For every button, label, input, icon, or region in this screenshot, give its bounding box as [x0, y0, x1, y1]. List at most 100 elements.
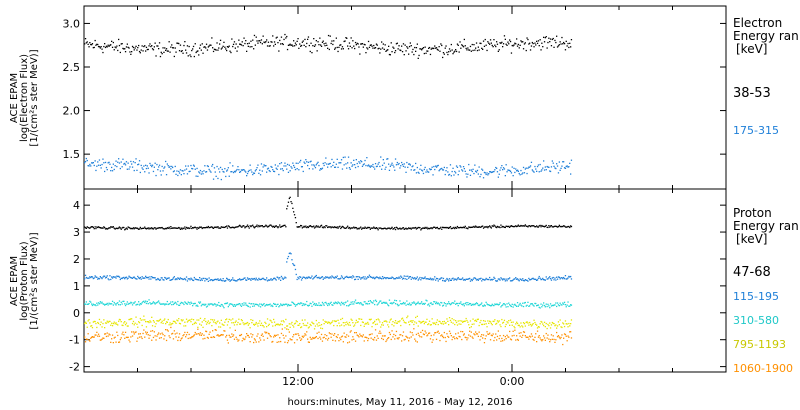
data-point	[314, 226, 317, 228]
data-point	[481, 302, 483, 304]
data-point	[461, 303, 463, 305]
data-point	[172, 303, 175, 306]
data-point	[185, 52, 188, 54]
data-point	[438, 303, 440, 305]
data-point	[563, 301, 566, 303]
data-point	[114, 336, 116, 338]
data-point	[198, 333, 200, 335]
data-point	[445, 322, 447, 324]
data-point	[373, 44, 375, 47]
data-point	[549, 170, 551, 172]
data-point	[476, 278, 479, 281]
data-point	[517, 224, 519, 226]
data-point	[379, 330, 381, 332]
data-point	[95, 227, 97, 230]
data-point	[416, 227, 418, 229]
data-point	[492, 278, 494, 280]
data-point	[556, 46, 559, 48]
data-point	[238, 225, 240, 227]
data-point	[256, 279, 258, 281]
data-point	[182, 278, 184, 281]
data-point	[509, 225, 512, 227]
data-point	[104, 333, 106, 335]
data-point	[339, 278, 341, 280]
data-point	[226, 49, 228, 52]
data-point	[158, 320, 160, 322]
data-point	[373, 276, 375, 278]
data-point	[281, 225, 283, 227]
data-point	[210, 303, 212, 305]
data-point	[495, 166, 497, 169]
data-point	[91, 276, 93, 278]
data-point	[205, 330, 208, 333]
data-point	[147, 276, 149, 278]
data-point	[414, 169, 416, 171]
data-point	[203, 334, 205, 336]
data-point	[421, 170, 424, 172]
data-point	[557, 226, 560, 228]
data-point	[367, 323, 370, 325]
data-point	[219, 278, 222, 280]
data-point	[104, 228, 107, 230]
data-point	[508, 169, 510, 171]
data-point	[106, 228, 108, 230]
data-point	[484, 38, 486, 41]
data-point	[227, 167, 229, 169]
data-point	[340, 277, 342, 279]
data-point	[340, 318, 342, 321]
data-point	[326, 225, 328, 227]
data-point	[211, 226, 213, 228]
data-point	[551, 321, 553, 324]
data-point	[145, 227, 147, 230]
data-point	[547, 166, 549, 168]
data-point	[269, 303, 271, 305]
data-point	[436, 165, 438, 167]
data-point	[517, 339, 519, 341]
data-point	[267, 332, 270, 335]
data-point	[165, 323, 167, 325]
data-point	[353, 303, 355, 305]
data-point	[520, 304, 522, 306]
data-point	[508, 302, 510, 304]
data-point	[480, 277, 482, 279]
data-point	[280, 323, 282, 325]
data-point	[218, 168, 220, 170]
data-point	[381, 41, 383, 43]
data-point	[118, 226, 121, 228]
data-point	[412, 165, 414, 167]
data-point	[351, 165, 353, 167]
data-point	[308, 304, 310, 306]
data-point	[160, 174, 162, 176]
data-point	[181, 320, 183, 322]
data-point	[429, 324, 432, 326]
data-point	[250, 333, 252, 335]
data-point	[260, 322, 263, 324]
data-point	[473, 303, 475, 305]
data-point	[143, 227, 145, 229]
data-point	[332, 43, 334, 46]
data-point	[225, 48, 227, 50]
data-point	[222, 324, 224, 326]
data-point	[390, 338, 392, 341]
data-point	[528, 338, 530, 340]
data-point	[340, 44, 342, 46]
data-point	[380, 300, 382, 302]
data-point	[310, 42, 312, 44]
data-point	[369, 333, 371, 336]
data-point	[471, 43, 473, 46]
data-point	[145, 167, 148, 170]
data-point	[120, 277, 122, 279]
data-point	[409, 320, 411, 322]
data-point	[527, 322, 529, 324]
data-point	[558, 161, 560, 163]
data-point	[495, 45, 497, 48]
data-point	[483, 45, 486, 47]
data-point	[136, 169, 138, 171]
data-point	[239, 278, 241, 280]
data-point	[379, 276, 381, 278]
data-point	[311, 338, 313, 340]
data-point	[431, 227, 433, 230]
data-point	[111, 226, 113, 228]
data-point	[239, 43, 241, 45]
data-point	[107, 162, 109, 164]
